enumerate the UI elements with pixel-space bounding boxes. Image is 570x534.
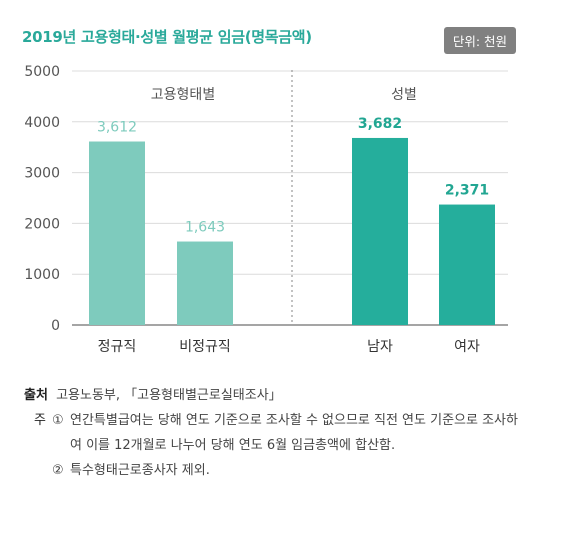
source-heading: 출처 [24, 388, 48, 403]
bar-chart: 0 1000 2000 3000 4000 5000 고용형태별 3,612 정규직 1,643 비… [24, 64, 508, 355]
source-text: 고용노동부, 「고용형태별근로실태조사」 [56, 388, 282, 403]
bar-value-label: 2,371 [445, 183, 489, 199]
bar [439, 204, 495, 325]
y-tick-label: 3000 [24, 166, 60, 182]
bar-value-label: 1,643 [185, 220, 225, 236]
note-item-2: ② 특수형태근로종사자 제외. [24, 458, 524, 483]
group-header: 고용형태별 [151, 87, 215, 103]
y-tick-label: 0 [51, 318, 60, 334]
x-category-label: 정규직 [98, 339, 137, 355]
bar-value-label: 3,682 [358, 116, 402, 132]
x-category-label: 여자 [454, 339, 480, 355]
note-text-1: 연간특별급여는 당해 연도 기준으로 조사할 수 없으므로 직전 연도 기준으로… [70, 413, 518, 453]
y-tick-label: 1000 [24, 267, 60, 283]
note-number-1: ① [52, 413, 64, 428]
bar [177, 241, 233, 325]
note-number-2: ② [52, 463, 64, 478]
unit-badge: 단위: 천원 [443, 27, 516, 54]
note-text-2: 특수형태근로종사자 제외. [70, 463, 210, 478]
bar-value-label: 3,612 [97, 120, 137, 136]
chart-title: 2019년 고용형태·성별 월평균 임금(명목금액) [22, 28, 312, 46]
note-item-1: 주 ① 연간특별급여는 당해 연도 기준으로 조사할 수 없으므로 직전 연도 … [24, 408, 524, 458]
x-category-label: 비정규직 [179, 339, 231, 355]
y-tick-label: 5000 [24, 64, 60, 80]
note-heading: 주 [34, 413, 46, 428]
bar [352, 137, 408, 325]
notes-section: 출처 고용노동부, 「고용형태별근로실태조사」 주 ① 연간특별급여는 당해 연… [24, 383, 524, 483]
bar [89, 141, 145, 325]
source-line: 출처 고용노동부, 「고용형태별근로실태조사」 [24, 383, 524, 408]
y-tick-label: 2000 [24, 216, 60, 232]
y-tick-label: 4000 [24, 115, 60, 131]
group-header: 성별 [391, 87, 417, 103]
x-category-label: 남자 [367, 339, 393, 355]
